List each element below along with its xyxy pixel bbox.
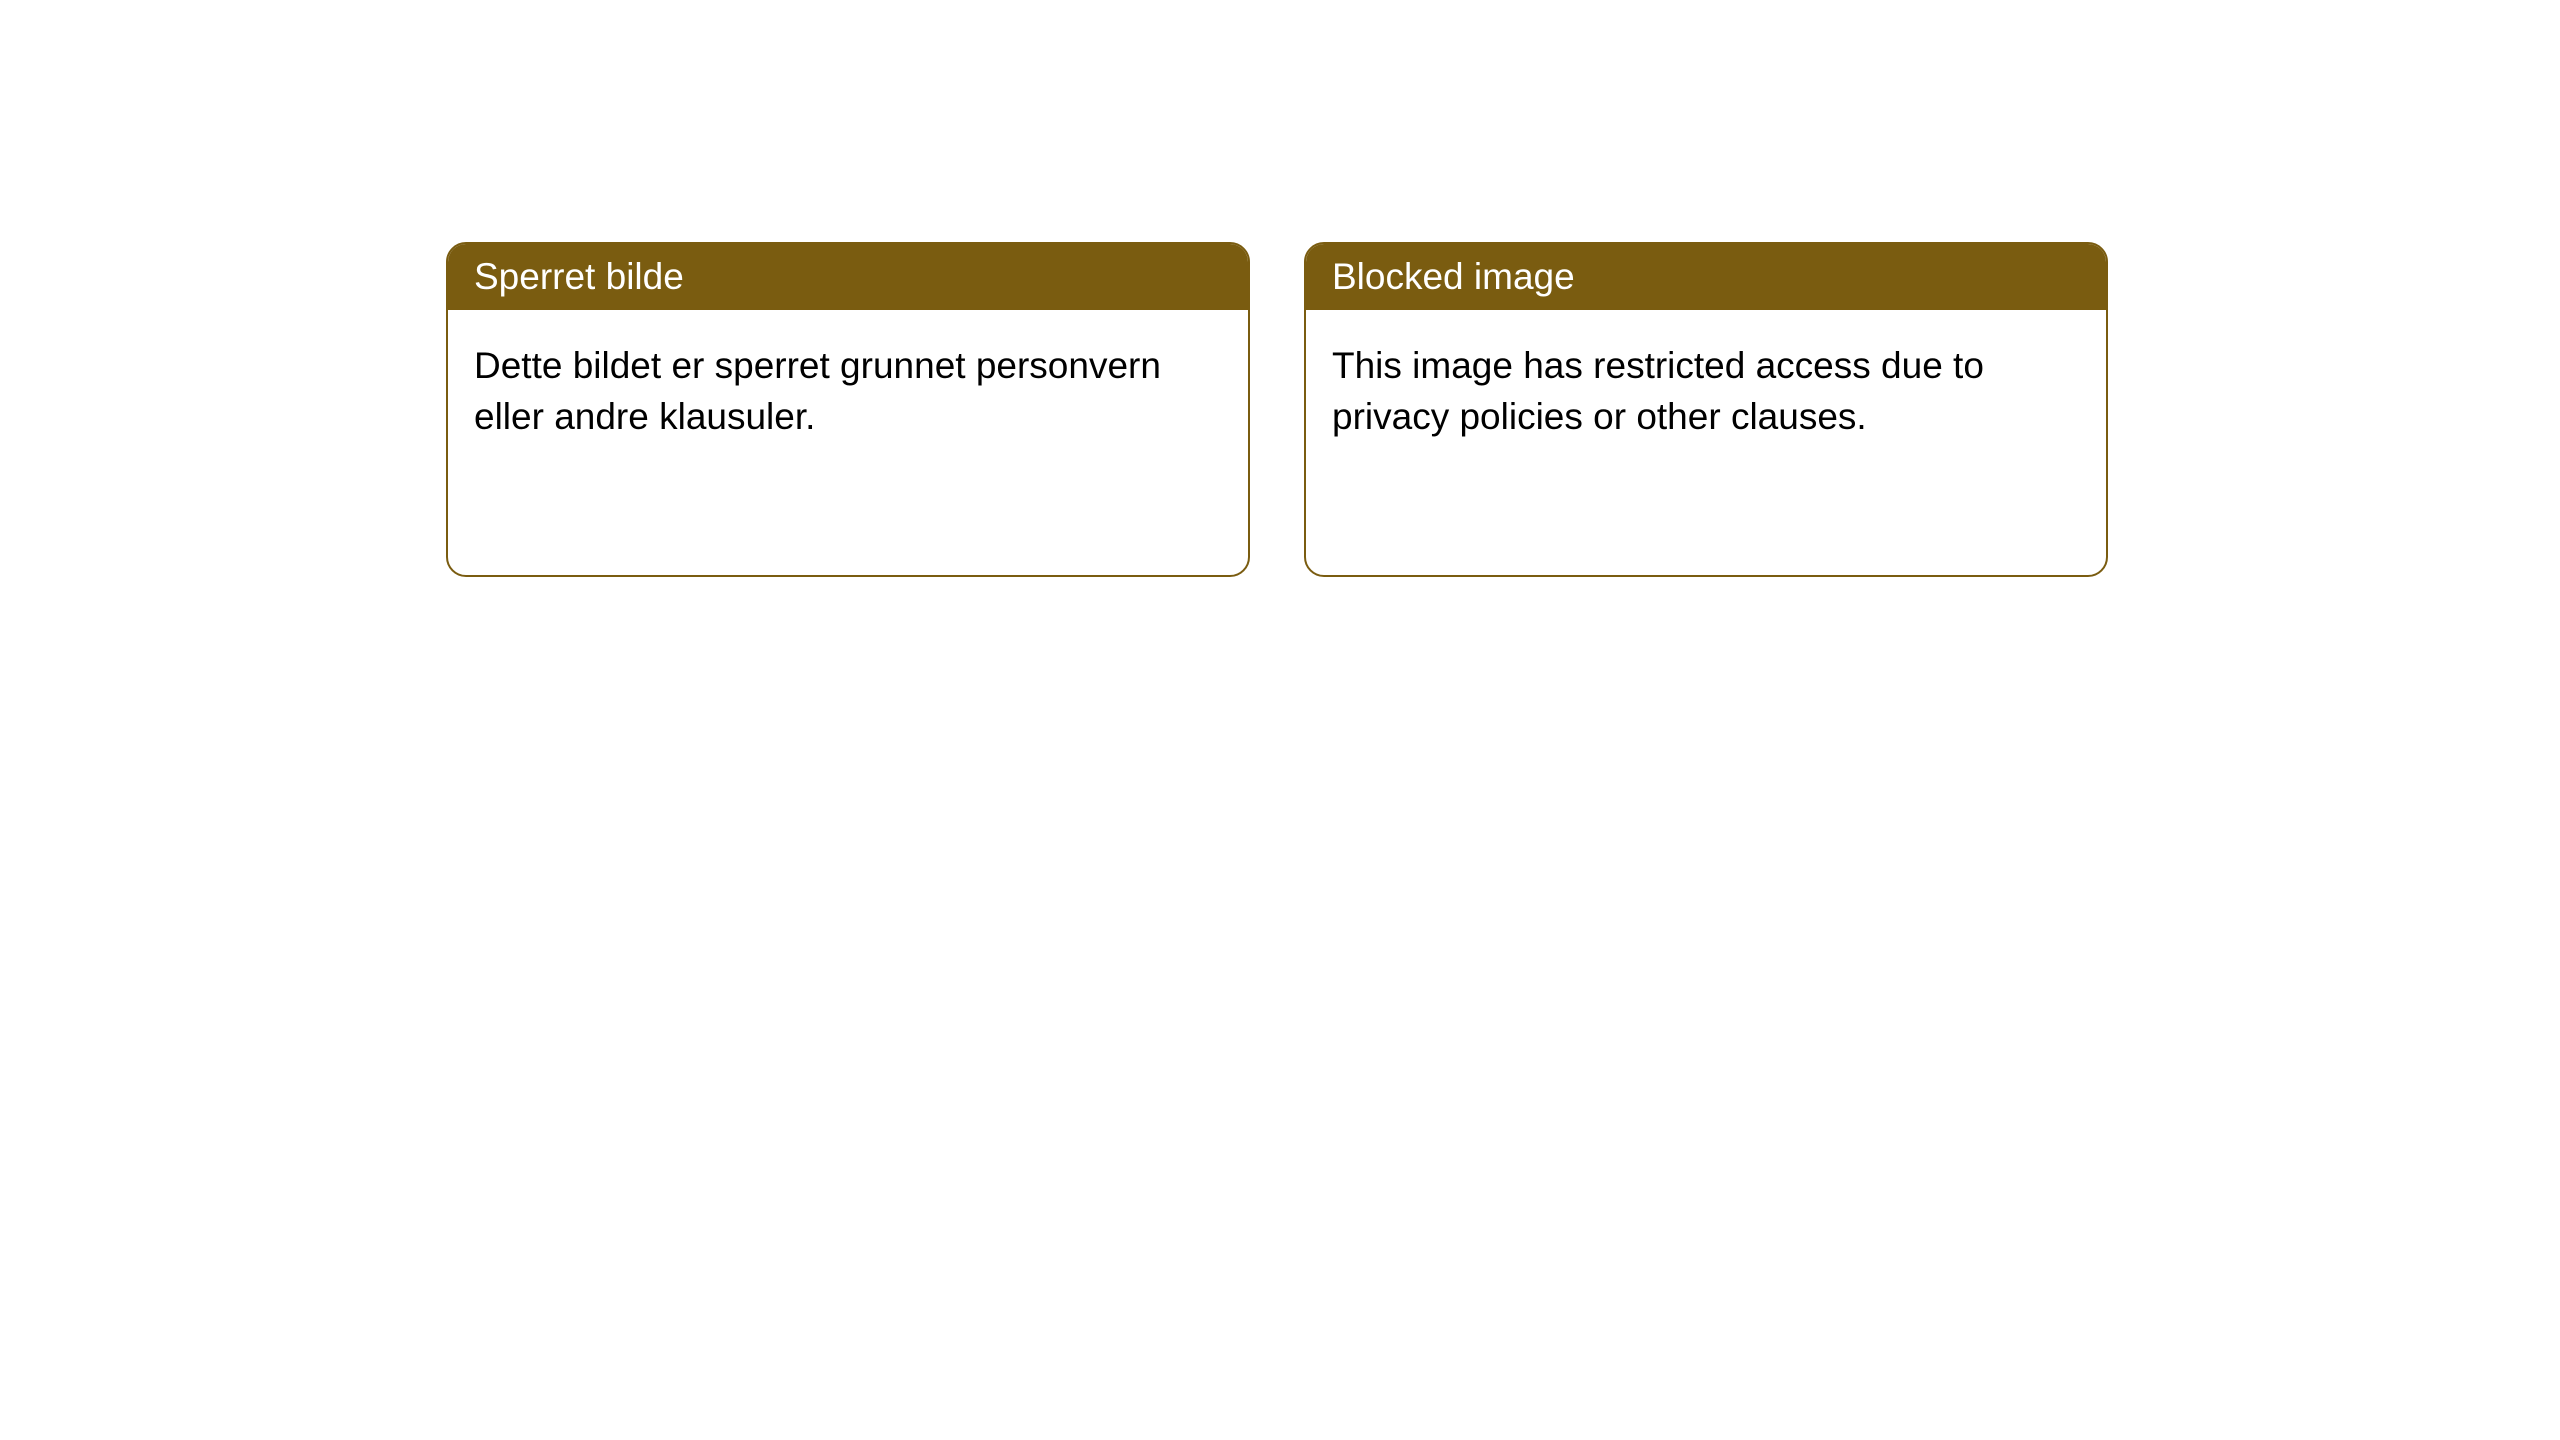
notice-card-english: Blocked image This image has restricted …	[1304, 242, 2108, 577]
notice-container: Sperret bilde Dette bildet er sperret gr…	[446, 242, 2108, 577]
notice-title: Blocked image	[1332, 256, 1575, 297]
notice-body: This image has restricted access due to …	[1306, 310, 2106, 472]
notice-card-norwegian: Sperret bilde Dette bildet er sperret gr…	[446, 242, 1250, 577]
notice-text: Dette bildet er sperret grunnet personve…	[474, 345, 1161, 437]
notice-body: Dette bildet er sperret grunnet personve…	[448, 310, 1248, 472]
notice-text: This image has restricted access due to …	[1332, 345, 1984, 437]
notice-header: Blocked image	[1306, 244, 2106, 310]
notice-header: Sperret bilde	[448, 244, 1248, 310]
notice-title: Sperret bilde	[474, 256, 684, 297]
